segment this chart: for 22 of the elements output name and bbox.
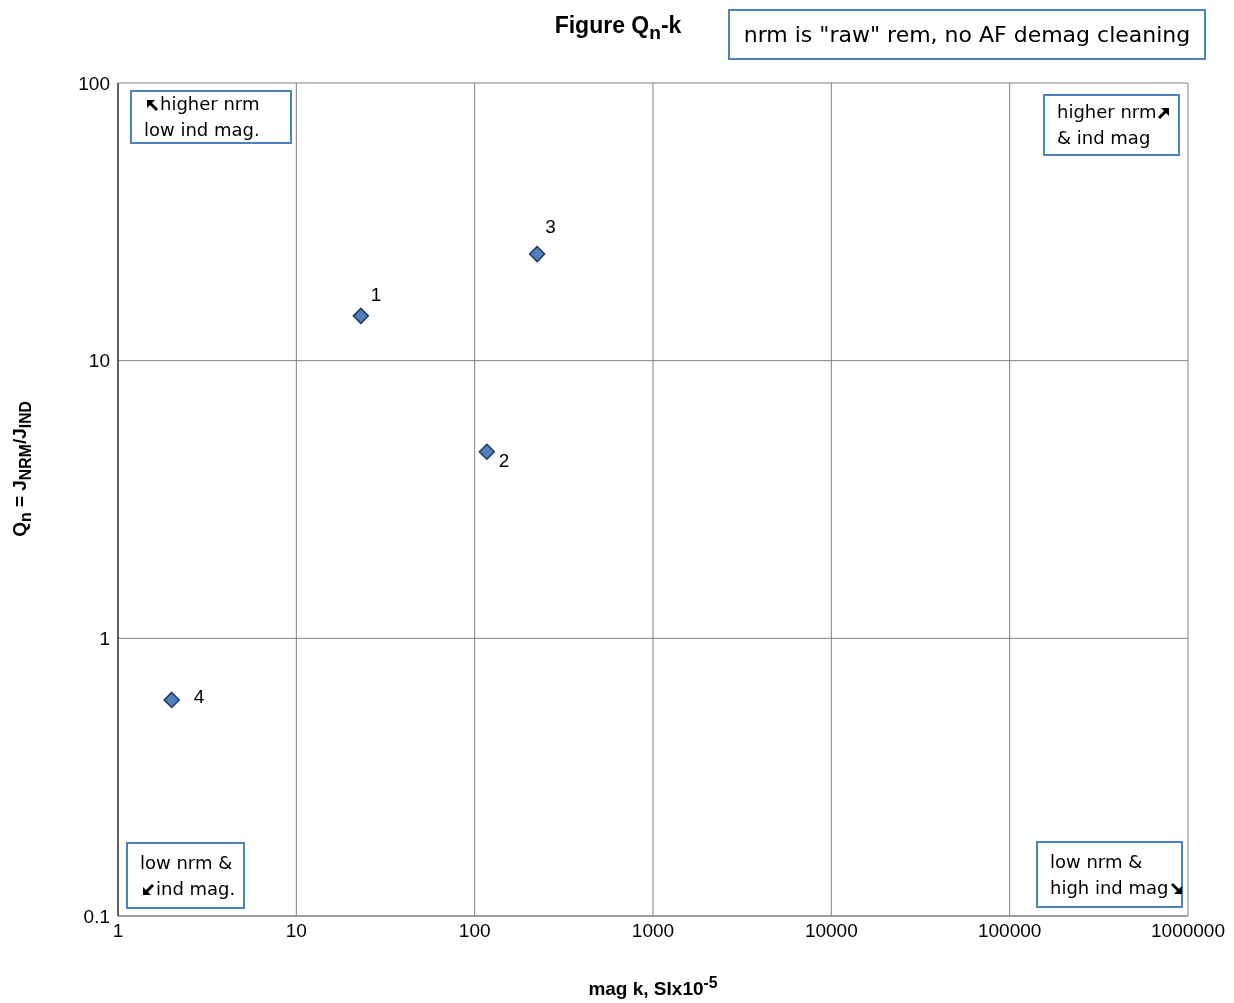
text: nrm is "raw" rem, no AF demag cleaning [743, 21, 1191, 47]
y-tick-label: 10 [88, 350, 110, 372]
annotation: higher nrm & ind mag [1057, 101, 1157, 148]
annotation: 1 [370, 283, 382, 306]
annotation: 2 [498, 449, 510, 472]
x-tick-label: 10000 [804, 920, 858, 942]
x-tick-label: 10 [285, 920, 307, 942]
annotation: 3 [545, 216, 556, 239]
y-tick-label: 1 [99, 628, 110, 650]
x-tick-label: 100000 [977, 920, 1042, 942]
annotation: low nrm & high ind mag [1050, 850, 1169, 898]
x-tick-label: 1 [112, 920, 124, 942]
x-tick-label: 1000 [631, 920, 675, 942]
x-tick-label: 100 [458, 920, 491, 942]
x-axis-title: mag k, SIx10$^{-5}$ [587, 974, 719, 1001]
annotation: higher nrm low ind mag. [144, 93, 260, 140]
chart-title: Figure Q$_{n}$-k [554, 12, 682, 43]
annotation: low nrm & ind mag. [140, 851, 236, 899]
y-tick-label: 100 [78, 72, 110, 94]
annotation: 4 [193, 685, 205, 708]
y-tick-label: 0.1 [83, 905, 110, 927]
x-tick-label: 1000000 [1151, 920, 1225, 942]
